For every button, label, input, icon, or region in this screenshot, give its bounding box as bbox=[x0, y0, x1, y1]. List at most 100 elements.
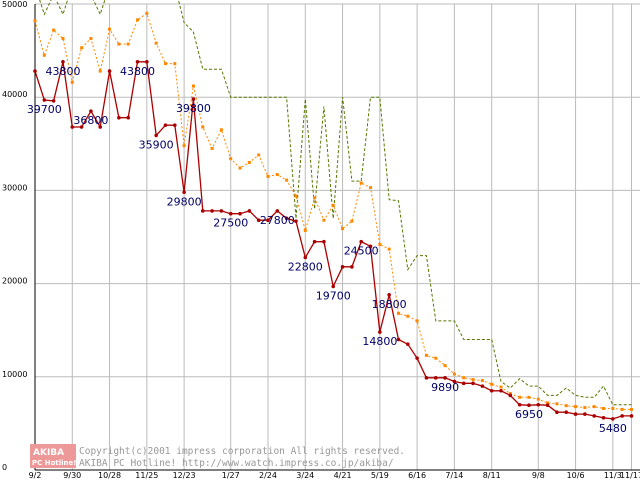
x-tick-label-14: 10/6 bbox=[567, 471, 585, 480]
point-min-56 bbox=[555, 410, 559, 415]
point-average-18 bbox=[201, 125, 205, 129]
data-label-4: 35900 bbox=[139, 138, 174, 151]
series-line-average bbox=[34, 12, 632, 410]
point-average-15 bbox=[173, 62, 177, 66]
point-min-35 bbox=[359, 239, 364, 244]
point-min-26 bbox=[275, 209, 280, 213]
x-tick-label-8: 4/21 bbox=[334, 471, 352, 480]
point-average-25 bbox=[266, 174, 270, 178]
point-average-54 bbox=[536, 397, 540, 401]
point-average-30 bbox=[313, 196, 317, 200]
point-min-32 bbox=[331, 284, 336, 289]
x-tick-label-2: 10/28 bbox=[98, 471, 121, 480]
series-average bbox=[33, 11, 633, 411]
point-average-35 bbox=[359, 181, 363, 185]
x-tick-label-7: 3/24 bbox=[296, 471, 314, 480]
point-average-33 bbox=[341, 227, 345, 231]
point-min-60 bbox=[592, 414, 596, 418]
point-average-59 bbox=[583, 406, 587, 410]
point-average-48 bbox=[480, 379, 484, 383]
point-min-51 bbox=[508, 393, 513, 398]
point-min-27 bbox=[284, 216, 289, 221]
point-min-25 bbox=[266, 218, 270, 223]
series-max bbox=[39, 0, 632, 406]
point-min-36 bbox=[368, 244, 373, 249]
point-min-4 bbox=[70, 125, 75, 129]
logo-top-text: AKIBA bbox=[33, 448, 64, 458]
point-min-12 bbox=[145, 59, 149, 64]
point-average-36 bbox=[369, 186, 373, 190]
x-tick-label-0: 9/2 bbox=[29, 471, 42, 480]
point-average-37 bbox=[378, 242, 382, 246]
point-average-50 bbox=[499, 385, 503, 389]
point-min-46 bbox=[461, 381, 466, 386]
point-min-22 bbox=[238, 211, 242, 216]
point-min-0 bbox=[33, 69, 37, 73]
point-average-42 bbox=[424, 353, 428, 357]
data-label-8: 27800 bbox=[260, 214, 295, 227]
data-label-3: 43800 bbox=[120, 65, 155, 78]
point-average-46 bbox=[462, 376, 466, 380]
point-average-5 bbox=[80, 46, 84, 50]
point-average-55 bbox=[546, 401, 550, 405]
point-average-10 bbox=[126, 42, 130, 46]
point-min-3 bbox=[61, 59, 65, 64]
point-average-22 bbox=[238, 166, 242, 170]
point-average-16 bbox=[182, 144, 186, 148]
point-min-8 bbox=[107, 69, 112, 73]
data-label-6: 29800 bbox=[167, 195, 202, 208]
point-average-27 bbox=[285, 178, 289, 182]
data-labels: 39700 43800 36800 43800 35900 39800 29800 27500… bbox=[27, 65, 627, 435]
logo-background bbox=[30, 444, 76, 468]
point-average-44 bbox=[443, 364, 447, 368]
series-line-min bbox=[34, 61, 632, 420]
point-min-24 bbox=[256, 218, 261, 223]
point-average-14 bbox=[163, 62, 167, 66]
point-min-19 bbox=[210, 209, 214, 213]
point-min-18 bbox=[200, 209, 205, 213]
point-min-61 bbox=[601, 416, 606, 420]
x-tick-label-10: 6/16 bbox=[408, 471, 426, 480]
point-min-52 bbox=[517, 402, 522, 407]
point-average-56 bbox=[555, 402, 559, 406]
point-min-57 bbox=[564, 410, 569, 415]
x-tick-label-6: 2/24 bbox=[259, 471, 277, 480]
point-average-23 bbox=[247, 160, 251, 164]
copyright-line-2: AKIBA PC Hotline! http://www.watch.impre… bbox=[79, 458, 394, 469]
data-label-16: 5480 bbox=[599, 422, 627, 435]
point-min-59 bbox=[583, 412, 587, 416]
point-average-49 bbox=[490, 382, 494, 386]
point-min-7 bbox=[98, 125, 103, 129]
point-average-7 bbox=[98, 69, 102, 73]
point-average-31 bbox=[322, 218, 326, 222]
point-min-39 bbox=[396, 337, 401, 342]
point-min-11 bbox=[135, 59, 140, 64]
data-label-12: 18800 bbox=[372, 298, 407, 311]
data-label-5: 39800 bbox=[176, 102, 211, 115]
point-average-64 bbox=[629, 407, 633, 411]
point-min-45 bbox=[452, 379, 457, 384]
point-min-50 bbox=[499, 388, 503, 393]
point-average-20 bbox=[219, 128, 223, 132]
x-tick-label-3: 11/25 bbox=[135, 471, 158, 480]
point-min-38 bbox=[387, 292, 391, 297]
point-min-62 bbox=[611, 417, 615, 421]
data-label-13: 14800 bbox=[362, 335, 397, 348]
point-min-29 bbox=[303, 255, 308, 260]
x-tick-label-12: 8/11 bbox=[483, 471, 501, 480]
point-min-53 bbox=[527, 403, 531, 408]
chart-axes bbox=[34, 4, 640, 471]
point-average-34 bbox=[350, 219, 354, 223]
point-average-12 bbox=[145, 11, 149, 15]
x-tick-label-15: 11/3 bbox=[604, 471, 622, 480]
point-min-28 bbox=[294, 219, 298, 223]
point-average-39 bbox=[396, 311, 400, 315]
point-min-13 bbox=[154, 133, 158, 138]
logo-bottom-text: PC Hotline! bbox=[32, 459, 76, 467]
point-min-54 bbox=[536, 402, 541, 407]
y-tick-label-3: 30000 bbox=[2, 183, 27, 192]
point-min-14 bbox=[163, 123, 168, 127]
point-average-19 bbox=[210, 146, 214, 150]
point-average-8 bbox=[108, 27, 112, 31]
data-label-10: 24500 bbox=[344, 245, 379, 258]
